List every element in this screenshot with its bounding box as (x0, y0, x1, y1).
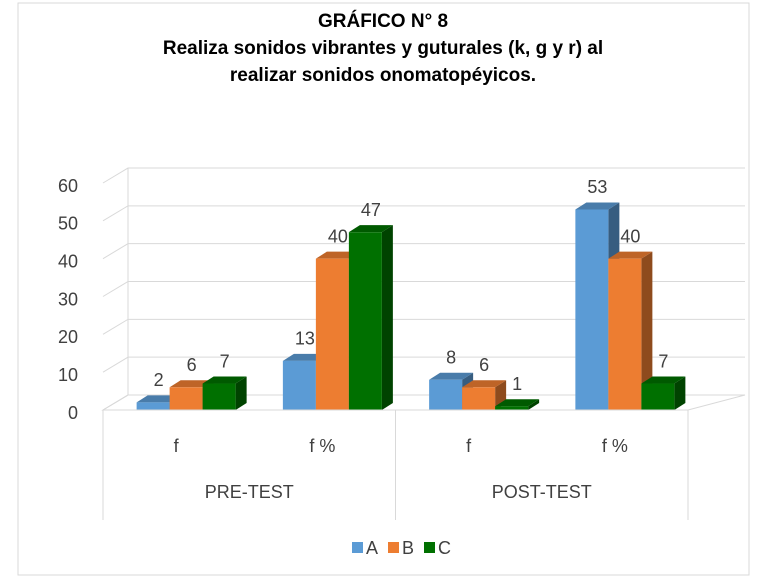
data-label: 2 (154, 370, 164, 390)
legend-swatch (352, 542, 363, 553)
data-label: 7 (220, 351, 230, 371)
data-label: 6 (187, 355, 197, 375)
y-tick-label: 60 (58, 176, 78, 196)
legend-swatch (388, 542, 399, 553)
bar (462, 380, 507, 410)
bar-front (136, 402, 170, 410)
chart-title: GRÁFICO N° 8 (318, 10, 448, 32)
y-tick-label: 30 (58, 289, 78, 309)
data-label: 53 (587, 177, 607, 197)
bar-front (282, 360, 316, 410)
data-label: 47 (361, 200, 381, 220)
legend-swatch (424, 542, 435, 553)
grid-line (102, 281, 745, 297)
data-label: 1 (512, 374, 522, 394)
data-label: 40 (328, 226, 348, 246)
bar (641, 376, 686, 410)
bar-side (641, 251, 653, 410)
bar-front (495, 406, 529, 410)
bar-top (575, 202, 620, 210)
y-tick-label: 10 (58, 365, 78, 385)
bar-top (641, 376, 686, 384)
bar (202, 376, 247, 410)
y-tick-label: 40 (58, 251, 78, 271)
bar-front (462, 387, 496, 410)
chart-subtitle: realizar sonidos onomatopéyicos. (230, 65, 536, 86)
bar-side (674, 376, 686, 410)
bar (348, 225, 393, 410)
x-tick-label: f % (602, 436, 628, 456)
bar-top (429, 372, 474, 380)
data-label: 8 (446, 347, 456, 367)
bar-top (495, 399, 540, 407)
grid-line (102, 205, 745, 222)
bar-side (235, 376, 247, 410)
legend-label: A (366, 538, 378, 558)
bar-top (462, 380, 507, 388)
bar-front (429, 379, 463, 410)
data-label: 7 (658, 351, 668, 371)
y-tick-label: 20 (58, 327, 78, 347)
chart-subtitle: Realiza sonidos vibrantes y guturales (k… (163, 38, 603, 59)
bar-front (169, 387, 203, 410)
grid-line (102, 356, 745, 373)
bar-front (575, 209, 609, 410)
x-tick-label: f (466, 436, 472, 456)
y-tick-label: 50 (58, 214, 78, 234)
data-label: 13 (295, 329, 315, 349)
bar-top (608, 251, 653, 259)
bar-front (608, 258, 642, 410)
group-label: PRE-TEST (205, 482, 294, 502)
y-tick-label: 0 (68, 403, 78, 423)
data-label: 6 (479, 355, 489, 375)
group-label: POST-TEST (492, 482, 592, 502)
bar (495, 399, 540, 410)
bar-top (202, 376, 247, 384)
bar-front (641, 383, 675, 410)
bar (608, 251, 653, 410)
grid-line (102, 243, 745, 260)
x-tick-label: f % (309, 436, 335, 456)
bar-front (348, 232, 382, 410)
data-label: 40 (620, 226, 640, 246)
bar-side (381, 225, 393, 410)
x-tick-label: f (174, 436, 180, 456)
legend-label: B (402, 538, 414, 558)
bar-front (315, 258, 349, 410)
grid-line (102, 318, 745, 335)
bar-top (348, 225, 393, 233)
bar-front (202, 383, 236, 410)
legend-label: C (438, 538, 451, 558)
bar-side (528, 399, 540, 410)
grid-line (102, 167, 745, 184)
